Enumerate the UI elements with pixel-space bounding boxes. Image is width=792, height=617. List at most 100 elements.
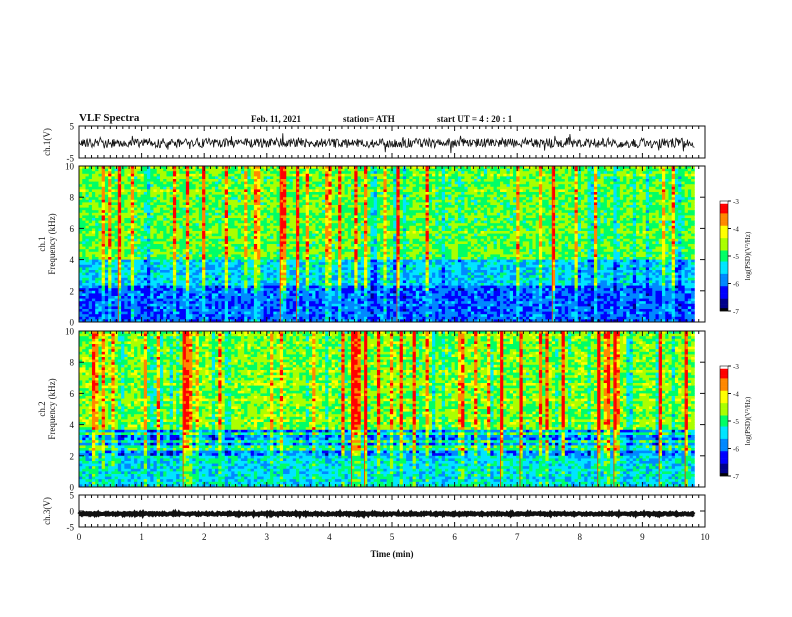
ch1-spectrogram-cell [179, 228, 183, 231]
ch1-spectrogram-cell [435, 192, 439, 195]
ch1-spectrogram-cell [79, 215, 83, 218]
ch1-spectrogram-cell [494, 223, 498, 226]
ch1-spectrogram-cell [283, 182, 287, 185]
ch1-spectrogram-cell [445, 205, 449, 208]
ch1-spectrogram-cell [89, 187, 93, 190]
ch1-spectrogram-cell [218, 213, 222, 216]
ch1-spectrogram-cell [507, 176, 511, 179]
ch1-spectrogram-cell [675, 221, 679, 224]
ch1-spectrogram-cell [626, 226, 630, 229]
ch1-spectrogram-cell [474, 215, 478, 218]
ch1-spectrogram-cell [82, 200, 86, 203]
ch1-spectrogram-cell [131, 176, 135, 179]
ch1-spectrogram-cell [225, 171, 229, 174]
ch1-spectrogram-cell [597, 184, 601, 187]
ch1-spectrogram-cell [604, 174, 608, 177]
ch1-spectrogram-cell [571, 195, 575, 198]
ch1-spectrogram-cell [429, 231, 433, 234]
ch1-spectrogram-cell [299, 223, 303, 226]
ch1-spectrogram-cell [92, 213, 96, 216]
ch1-spectrogram-cell [267, 187, 271, 190]
ch1-spectrogram-cell [545, 184, 549, 187]
ch1-spectrogram-cell [370, 202, 374, 205]
ch1-spectrogram-cell [89, 189, 93, 192]
ch1-spectrogram-cell [312, 213, 316, 216]
ch1-spectrogram-cell [183, 179, 187, 182]
ch1-spectrogram-cell [302, 208, 306, 211]
ch1-spectrogram-cell [270, 187, 274, 190]
ch1-spectrogram-cell [218, 176, 222, 179]
ch1-spectrogram-cell [597, 226, 601, 229]
ch1-spectrogram-cell [319, 205, 323, 208]
ch1-spectrogram-cell [393, 189, 397, 192]
ch1-spectrogram-cell [468, 200, 472, 203]
ch1-spectrogram-cell [445, 226, 449, 229]
ch1-spectrogram-cell [364, 208, 368, 211]
ch1-spectrogram-cell [584, 184, 588, 187]
ch1-spectrogram-cell [186, 182, 190, 185]
ch1-spectrogram-cell [532, 223, 536, 226]
ch1-spectrogram-cell [202, 213, 206, 216]
ch1-spectrogram-cell [98, 218, 102, 221]
ch1-spectrogram-cell [367, 187, 371, 190]
ch1-spectrogram-cell [474, 205, 478, 208]
ch1-spectrogram-cell [260, 208, 264, 211]
ch1-spectrogram-cell [299, 171, 303, 174]
ch1-spectrogram-cell [594, 192, 598, 195]
ch1-spectrogram-cell [319, 182, 323, 185]
ch1-spectrogram-cell [455, 174, 459, 177]
ch1-spectrogram-cell [643, 169, 647, 172]
ch1-spectrogram-cell [685, 228, 689, 231]
ch1-spectrogram-cell [474, 208, 478, 211]
ch1-spectrogram-cell [626, 179, 630, 182]
ch1-spectrogram-cell [102, 169, 106, 172]
ch1-spectrogram-cell [665, 182, 669, 185]
ch1-spectrogram-cell [568, 213, 572, 216]
ch1-spectrogram-cell [257, 228, 261, 231]
ch1-spectrogram-cell [594, 210, 598, 213]
ch1-spectrogram-cell [264, 182, 268, 185]
ch1-spectrogram-cell [542, 189, 546, 192]
ch1-spectrogram-cell [124, 210, 128, 213]
ch1-spectrogram-cell [481, 189, 485, 192]
ch1-spectrogram-cell [578, 205, 582, 208]
ch1-spectrogram-cell [445, 171, 449, 174]
ch1-spectrogram-cell [587, 208, 591, 211]
ch1-spectrogram-cell [393, 200, 397, 203]
ch1-spectrogram-cell [137, 221, 141, 224]
ch1-spectrogram-cell [613, 205, 617, 208]
ch1-spectrogram-cell [591, 187, 595, 190]
ch1-spectrogram-cell [623, 221, 627, 224]
ch1-spectrogram-cell [406, 169, 410, 172]
ch1-spectrogram-cell [89, 171, 93, 174]
ch1-spectrogram-cell [665, 169, 669, 172]
ch1-spectrogram-cell [623, 223, 627, 226]
ch1-spectrogram-cell [442, 208, 446, 211]
ch1-spectrogram-cell [134, 205, 138, 208]
ch1-spectrogram-cell [335, 189, 339, 192]
ch1-spectrogram-cell [244, 226, 248, 229]
ch1-spectrogram-cell [646, 231, 650, 234]
ch1-spectrogram-cell [251, 208, 255, 211]
ch1-spectrogram-cell [620, 171, 624, 174]
ch1-spectrogram-cell [400, 223, 404, 226]
ch1-spectrogram-cell [432, 221, 436, 224]
ch1-spectrogram-cell [516, 215, 520, 218]
ch1-spectrogram-cell [507, 189, 511, 192]
ch1-spectrogram-cell [464, 221, 468, 224]
ch1-spectrogram-cell [383, 226, 387, 229]
ch1-spectrogram-cell [633, 189, 637, 192]
ch1-spectrogram-cell [503, 208, 507, 211]
ch1-spectrogram-cell [481, 228, 485, 231]
ch1-spectrogram-cell [672, 197, 676, 200]
ch1-spectrogram-cell [387, 182, 391, 185]
ch1-spectrogram-cell [150, 187, 154, 190]
ch1-spectrogram-cell [439, 182, 443, 185]
ch1-spectrogram-cell [429, 223, 433, 226]
ch1-spectrogram-cell [247, 208, 251, 211]
ch1-spectrogram-cell [370, 197, 374, 200]
ch1-spectrogram-cell [665, 192, 669, 195]
ch1-spectrogram-cell [137, 184, 141, 187]
ch1-spectrogram-cell [416, 200, 420, 203]
ch1-spectrogram-cell [141, 184, 145, 187]
